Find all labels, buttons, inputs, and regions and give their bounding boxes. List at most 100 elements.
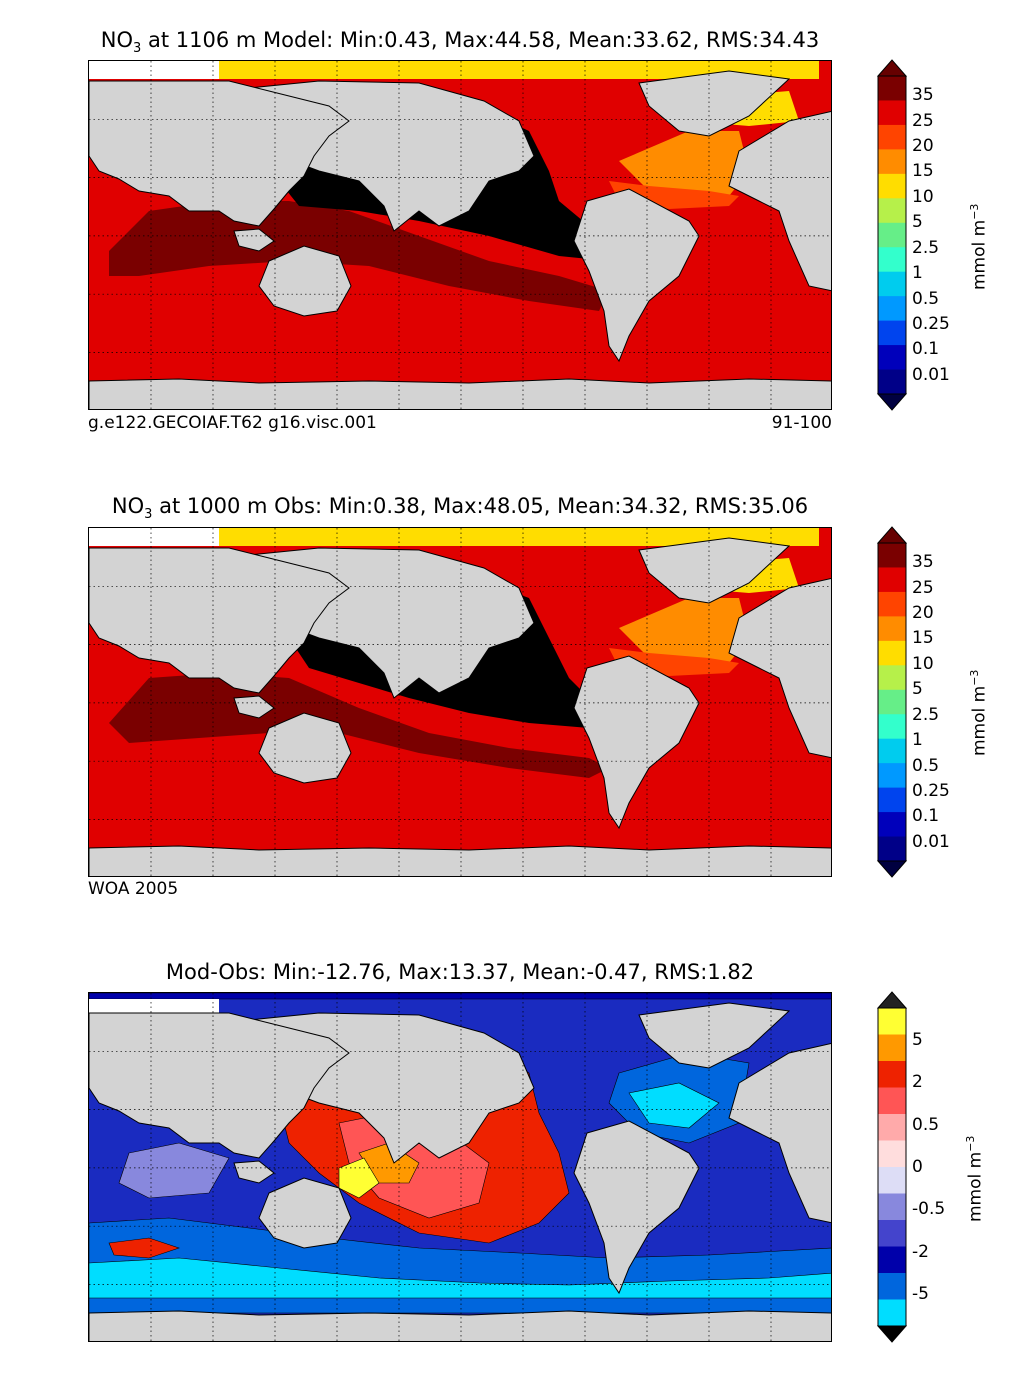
colorbar-tick-label: -5 [912,1284,929,1305]
colorbar-segment [878,787,906,813]
land-mass [728,1042,831,1224]
land-mass [89,80,350,227]
land-mass [89,547,350,694]
colorbar-tick-label: 35 [912,552,934,573]
colorbar-tick-label: 10 [912,186,934,207]
land-mass [638,70,791,137]
colorbar-segment [878,616,906,642]
colorbar-tick-label: 20 [912,602,934,623]
colorbar-segment [878,591,906,617]
colorbar-segment [878,763,906,789]
land-mass [233,1160,275,1184]
colorbar-segment [878,173,906,199]
ice-cap [89,999,219,1013]
colorbar-segment [878,1008,906,1035]
colorbar-segment [878,1220,906,1247]
colorbar-tick-label: 15 [912,161,934,182]
colorbar-tick-label: 5 [912,212,923,233]
model-panel: NO3 at 1106 m Model: Min:0.43, Max:44.58… [0,0,1021,460]
colorbar-segment [878,198,906,224]
colorbar-segment [878,1114,906,1141]
colorbar-tick-label: 25 [912,110,934,131]
colorbar-tick-label: 10 [912,653,934,674]
colorbar-segment [878,296,906,322]
colorbar-segment [878,1299,906,1327]
arctic-band [219,528,819,546]
diff-units-label: mmol m−3 [964,1135,986,1222]
colorbar-segment [878,812,906,838]
land-mass [638,1002,791,1069]
colorbar-tick-label: 0 [912,1157,923,1177]
colorbar-segment [878,369,906,395]
colorbar-segment [878,714,906,740]
colorbar-tick-label: 0.5 [912,288,940,309]
colorbar-segment [878,100,906,126]
colorbar-tick-label: 15 [912,628,934,649]
colorbar-tick-label: 1 [912,730,923,751]
colorbar-graphic [876,59,908,411]
dark-red-tongue [109,201,609,311]
colorbar-segment [878,1034,906,1062]
ice-cap [89,528,219,546]
land-mass [573,655,700,830]
land-mass [728,577,831,759]
land-mass [233,228,275,252]
land-mass [89,1310,831,1341]
obs-colorbar [876,526,908,878]
colorbar-segment [878,345,906,371]
model-run-label: g.e122.GECOIAF.T62 g16.visc.001 [88,413,377,433]
colorbar-tick-label: 1 [912,263,923,284]
colorbar-segment [878,567,906,593]
colorbar-segment [878,543,906,568]
colorbar-segment [878,1167,906,1194]
diff-map [88,992,832,1342]
land-mass [258,1177,352,1249]
colorbar-tick-label: 25 [912,577,934,598]
colorbar-tick-label: 0.01 [912,364,950,385]
colorbar-tick-label: 0.25 [912,314,950,335]
colorbar-tick-label: -2 [912,1241,929,1262]
colorbar-tick-label: 0.1 [912,806,940,827]
anomaly-region [118,1142,230,1199]
ice-cap [89,61,219,79]
land-mass [258,245,352,317]
colorbar-tick-label: 0.5 [912,755,940,776]
colorbar-graphic [876,991,908,1343]
model-colorbar [876,59,908,411]
colorbar-segment [878,665,906,691]
model-title: NO3 at 1106 m Model: Min:0.43, Max:44.58… [100,28,820,57]
anomaly-region [89,993,831,1000]
diff-title: Mod-Obs: Min:-12.76, Max:13.37, Mean:-0.… [165,960,755,984]
colorbar-tick-label: 2.5 [912,237,940,258]
obs-title: NO3 at 1000 m Obs: Min:0.38, Max:48.05, … [111,494,809,523]
land-mass [638,537,791,604]
colorbar-segment [878,149,906,175]
colorbar-segment [878,836,906,862]
colorbar-tick-label: 0.25 [912,781,950,802]
colorbar-extend-min [876,860,908,878]
land-mass [89,845,831,876]
land-mass [89,1012,350,1159]
colorbar-tick-label: 5 [912,1029,923,1050]
colorbar-segment [878,1193,906,1221]
land-mass [233,695,275,719]
colorbar-tick-label: 0.1 [912,339,940,360]
colorbar-segment [878,271,906,297]
colorbar-segment [878,1273,906,1300]
colorbar-segment [878,738,906,764]
colorbar-segment [878,222,906,248]
colorbar-segment [878,689,906,715]
colorbar-tick-label: -0.5 [912,1199,946,1220]
model-years-label: 91-100 [771,413,832,433]
colorbar-tick-label: 20 [912,135,934,156]
colorbar-extend-min [876,393,908,411]
atlantic-orange [619,598,749,668]
anomaly-region [628,1082,720,1129]
colorbar-segment [878,1140,906,1168]
model-map [88,60,832,410]
obs-source-label: WOA 2005 [88,879,179,899]
obs-map [88,527,832,877]
colorbar-tick-label: 35 [912,85,934,106]
colorbar-tick-label: 0.01 [912,831,950,852]
